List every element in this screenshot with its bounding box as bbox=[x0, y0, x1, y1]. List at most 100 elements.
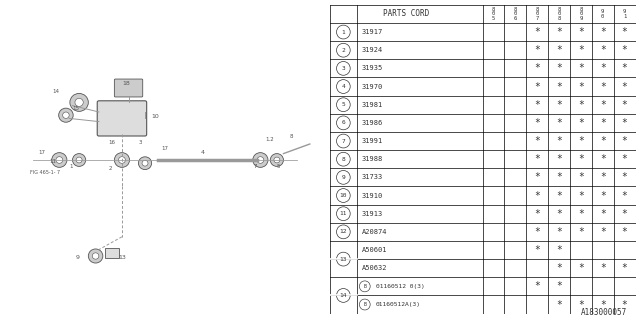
Text: PARTS CORD: PARTS CORD bbox=[383, 9, 429, 18]
Text: *: * bbox=[621, 172, 628, 182]
Text: *: * bbox=[621, 27, 628, 37]
Text: *: * bbox=[556, 45, 562, 55]
Text: 4: 4 bbox=[201, 149, 205, 155]
Text: 1: 1 bbox=[69, 164, 73, 169]
Text: *: * bbox=[556, 172, 562, 182]
Text: 12: 12 bbox=[340, 229, 347, 234]
Text: FIG 465-1- 7: FIG 465-1- 7 bbox=[29, 170, 60, 175]
Text: 31970: 31970 bbox=[362, 84, 383, 90]
Text: A183000057: A183000057 bbox=[581, 308, 627, 317]
Text: *: * bbox=[556, 227, 562, 237]
Text: *: * bbox=[621, 118, 628, 128]
Circle shape bbox=[118, 157, 125, 163]
Text: *: * bbox=[534, 227, 540, 237]
Text: 13: 13 bbox=[340, 257, 347, 262]
Text: *: * bbox=[600, 172, 605, 182]
Circle shape bbox=[56, 157, 63, 163]
Circle shape bbox=[138, 157, 152, 170]
Text: *: * bbox=[600, 154, 605, 164]
Text: 4: 4 bbox=[342, 84, 345, 89]
Text: *: * bbox=[578, 136, 584, 146]
Circle shape bbox=[92, 253, 99, 259]
Text: *: * bbox=[578, 190, 584, 201]
Circle shape bbox=[257, 157, 264, 163]
Text: *: * bbox=[578, 172, 584, 182]
Circle shape bbox=[63, 112, 69, 118]
Text: A20874: A20874 bbox=[362, 229, 387, 235]
Text: B: B bbox=[364, 302, 366, 307]
Text: 3: 3 bbox=[138, 140, 142, 145]
Text: 1: 1 bbox=[342, 29, 345, 35]
Text: 31981: 31981 bbox=[362, 102, 383, 108]
Text: *: * bbox=[600, 82, 605, 92]
Text: *: * bbox=[621, 82, 628, 92]
Text: 31988: 31988 bbox=[362, 156, 383, 162]
Text: 3: 3 bbox=[342, 66, 345, 71]
Text: *: * bbox=[621, 100, 628, 110]
Text: 8: 8 bbox=[342, 157, 345, 162]
Text: *: * bbox=[621, 136, 628, 146]
Text: *: * bbox=[621, 45, 628, 55]
Text: 01160512A(3): 01160512A(3) bbox=[376, 302, 421, 307]
Text: 31935: 31935 bbox=[362, 65, 383, 71]
Text: 8: 8 bbox=[290, 134, 294, 139]
Text: *: * bbox=[578, 118, 584, 128]
Text: 8
0
7: 8 0 7 bbox=[536, 7, 539, 21]
Text: *: * bbox=[534, 154, 540, 164]
Circle shape bbox=[115, 153, 129, 167]
Text: 1.2: 1.2 bbox=[266, 137, 274, 142]
Circle shape bbox=[72, 154, 86, 166]
Text: 11: 11 bbox=[340, 211, 347, 216]
Text: 13: 13 bbox=[118, 255, 127, 260]
Text: 17: 17 bbox=[38, 149, 45, 155]
Text: A50632: A50632 bbox=[362, 265, 387, 271]
Text: 9: 9 bbox=[342, 175, 345, 180]
Text: *: * bbox=[578, 263, 584, 273]
Circle shape bbox=[59, 108, 73, 122]
Text: 15: 15 bbox=[72, 106, 79, 111]
Text: 8
0
9: 8 0 9 bbox=[579, 7, 582, 21]
Text: 2: 2 bbox=[109, 166, 112, 171]
Text: *: * bbox=[534, 27, 540, 37]
Text: 9: 9 bbox=[76, 255, 80, 260]
FancyBboxPatch shape bbox=[97, 101, 147, 136]
Text: 31733: 31733 bbox=[362, 174, 383, 180]
Text: *: * bbox=[578, 100, 584, 110]
Text: 18: 18 bbox=[122, 81, 130, 86]
Text: *: * bbox=[556, 82, 562, 92]
Text: *: * bbox=[556, 263, 562, 273]
Text: *: * bbox=[578, 82, 584, 92]
Circle shape bbox=[75, 98, 83, 107]
Text: *: * bbox=[556, 154, 562, 164]
Text: *: * bbox=[534, 63, 540, 73]
Text: *: * bbox=[600, 300, 605, 309]
Text: *: * bbox=[556, 118, 562, 128]
Text: 2: 2 bbox=[342, 48, 345, 53]
Text: *: * bbox=[534, 172, 540, 182]
Circle shape bbox=[52, 153, 67, 167]
Text: *: * bbox=[600, 190, 605, 201]
Text: 16: 16 bbox=[109, 140, 116, 145]
Text: 17: 17 bbox=[161, 146, 168, 151]
Text: *: * bbox=[600, 63, 605, 73]
Text: 11: 11 bbox=[49, 159, 56, 164]
Text: 31924: 31924 bbox=[362, 47, 383, 53]
Text: 01160512 0(3): 01160512 0(3) bbox=[376, 284, 425, 289]
Text: 31913: 31913 bbox=[362, 211, 383, 217]
Text: B: B bbox=[364, 284, 366, 289]
Text: *: * bbox=[621, 63, 628, 73]
Text: *: * bbox=[621, 227, 628, 237]
Text: *: * bbox=[534, 136, 540, 146]
Text: 8
0
5: 8 0 5 bbox=[492, 7, 495, 21]
Text: *: * bbox=[578, 300, 584, 309]
Text: 9
0: 9 0 bbox=[601, 9, 604, 19]
Circle shape bbox=[142, 160, 148, 166]
Text: 5: 5 bbox=[342, 102, 345, 107]
Text: 31991: 31991 bbox=[362, 138, 383, 144]
Text: *: * bbox=[621, 190, 628, 201]
Text: *: * bbox=[621, 209, 628, 219]
Text: *: * bbox=[600, 100, 605, 110]
Text: 7: 7 bbox=[342, 139, 345, 144]
Text: *: * bbox=[600, 118, 605, 128]
Text: 8
0
8: 8 0 8 bbox=[557, 7, 561, 21]
